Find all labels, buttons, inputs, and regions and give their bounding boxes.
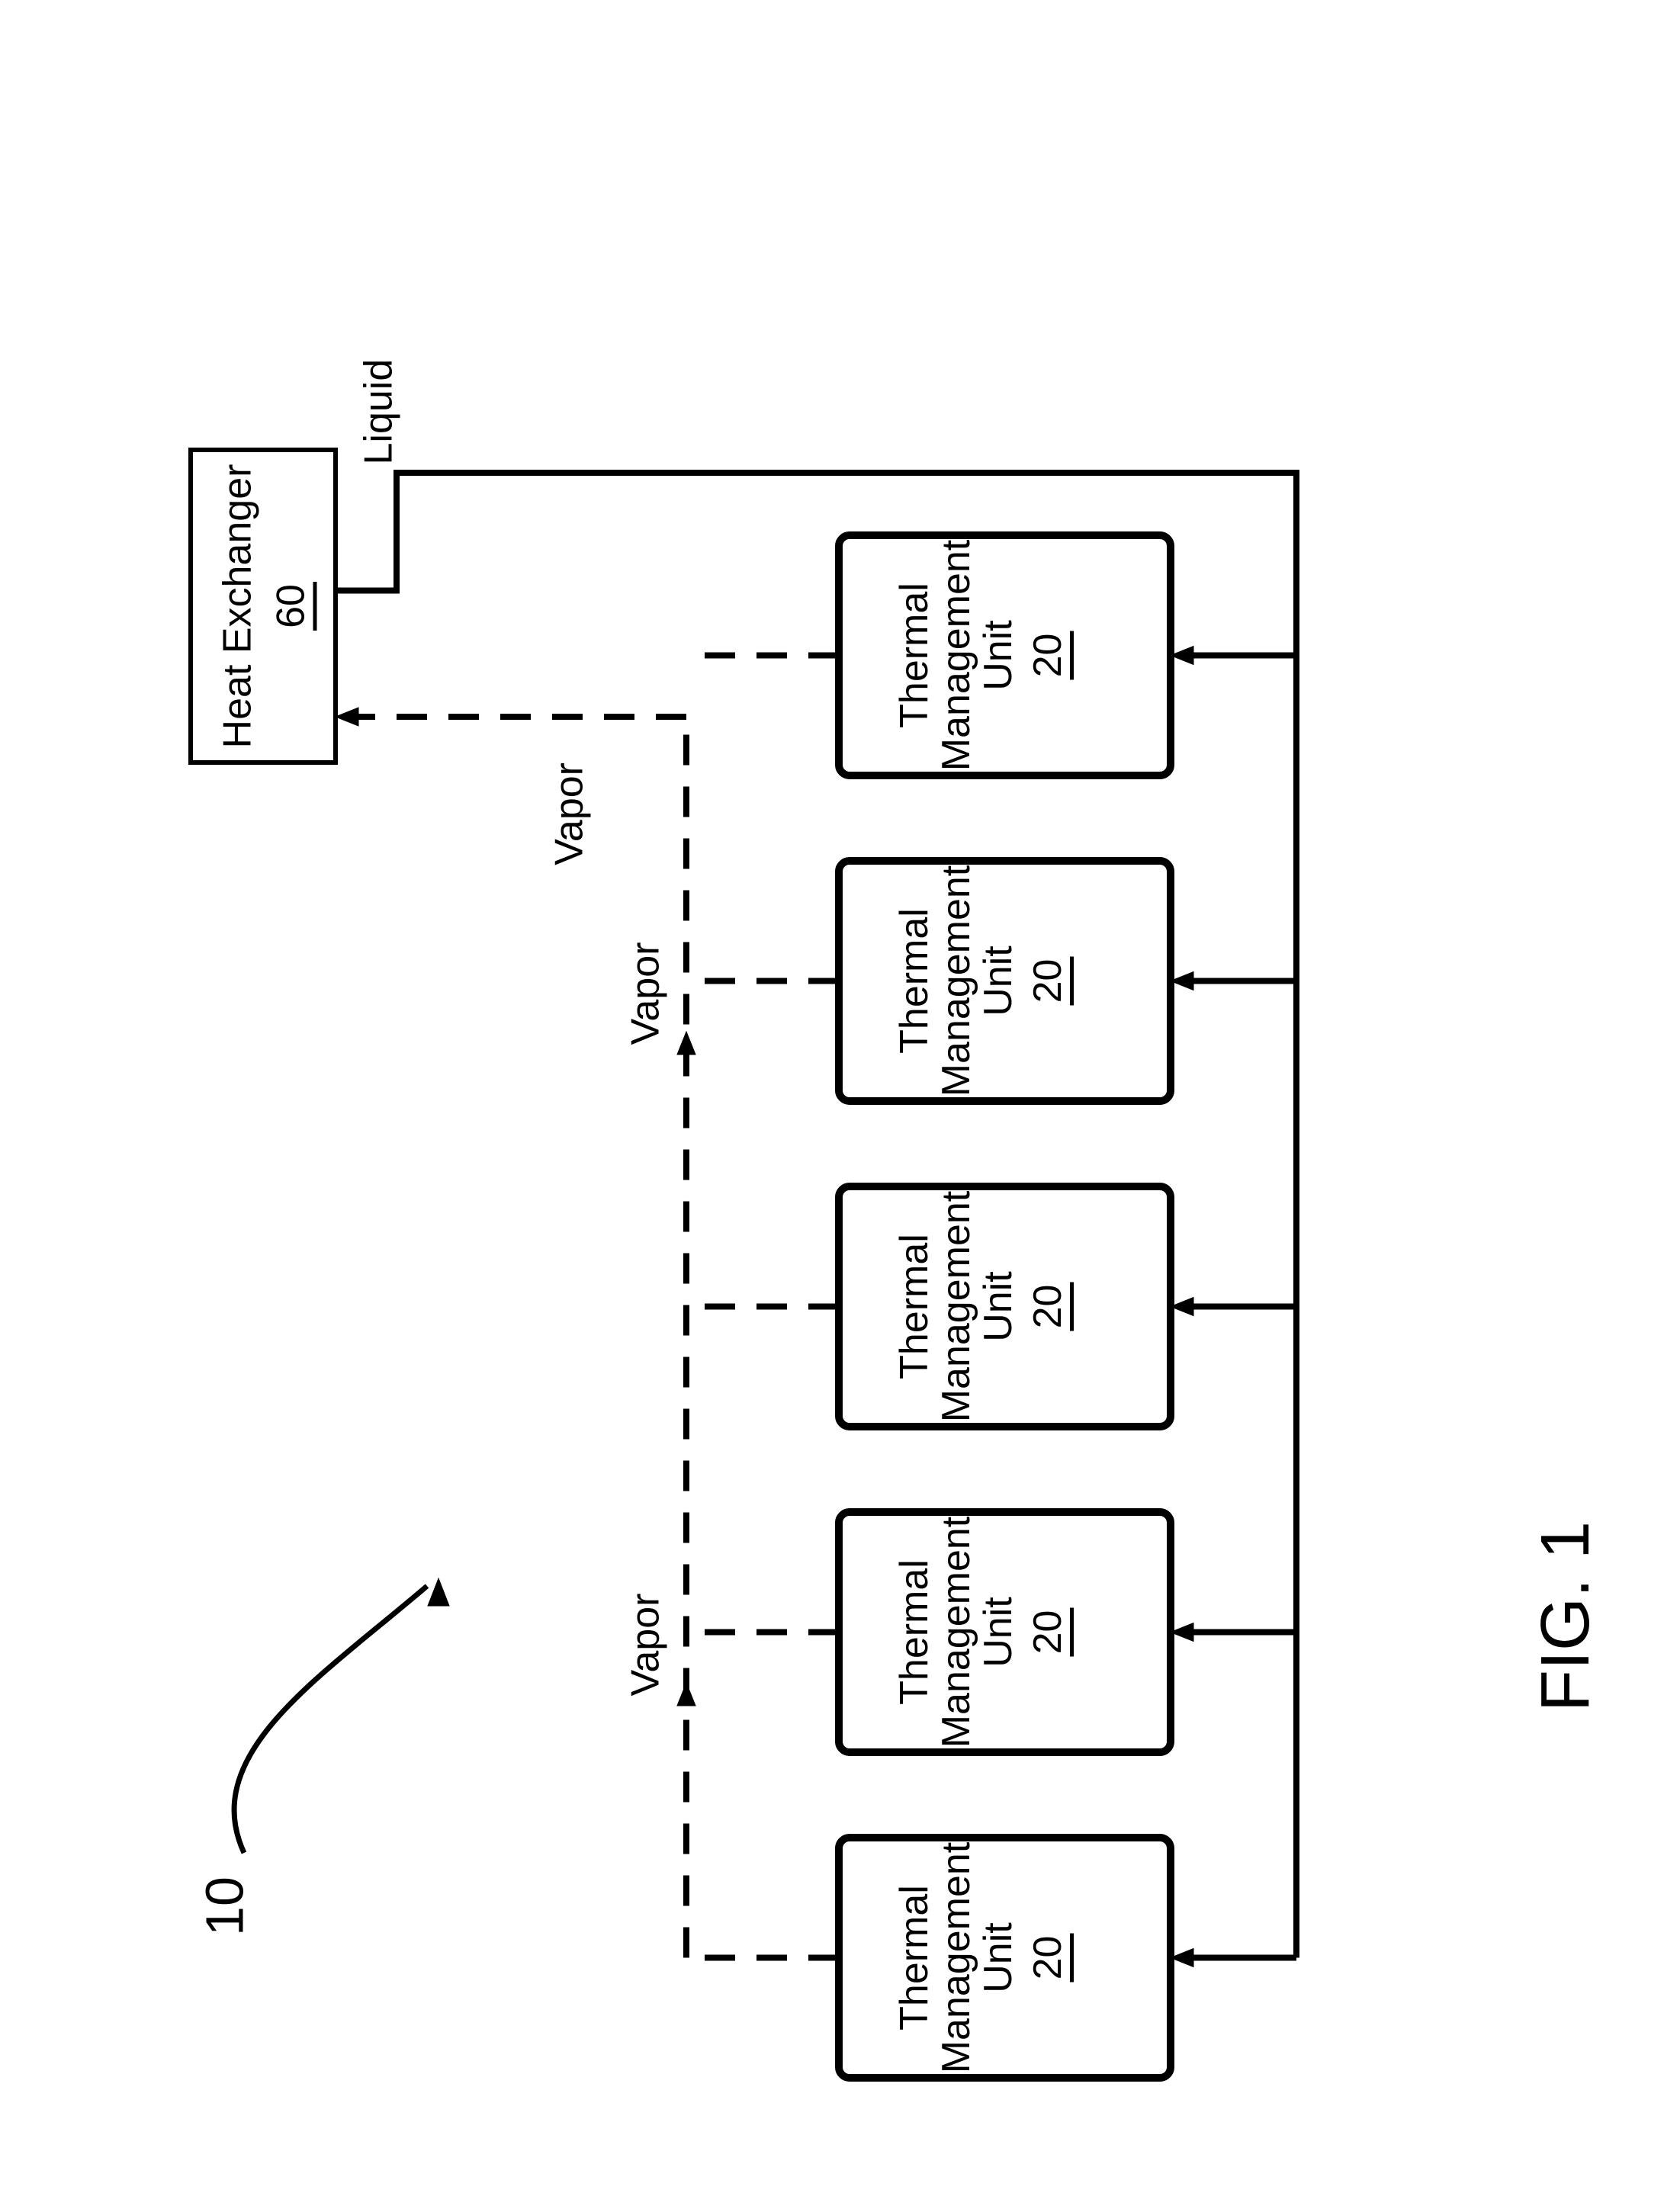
thermal-unit-3-line1: Thermal <box>892 1234 936 1379</box>
thermal-unit-1-ref: 20 <box>1026 1936 1070 1980</box>
thermal-unit-1-line1: Thermal <box>892 1885 936 2031</box>
thermal-unit-4-line2: Management <box>934 865 978 1096</box>
thermal-unit-4-ref: 20 <box>1026 959 1070 1003</box>
figure-1-diagram: Heat Exchanger60ThermalManagementUnit20T… <box>0 0 1680 2196</box>
heat-exchanger-ref: 60 <box>269 584 313 628</box>
figure-label: FIG. 1 <box>1527 1521 1604 1712</box>
vapor-label-3: Vapor <box>548 762 592 865</box>
liquid-label: Liquid <box>357 359 401 465</box>
thermal-unit-5-line3: Unit <box>976 620 1020 691</box>
thermal-unit-2-line1: Thermal <box>892 1559 936 1705</box>
thermal-unit-2-ref: 20 <box>1026 1610 1070 1655</box>
thermal-unit-5-line1: Thermal <box>892 583 936 728</box>
thermal-unit-4-line3: Unit <box>976 946 1020 1016</box>
vapor-label-2: Vapor <box>624 942 668 1045</box>
thermal-unit-5-ref: 20 <box>1026 634 1070 678</box>
thermal-unit-1-line2: Management <box>934 1841 978 2073</box>
heat-exchanger-title: Heat Exchanger <box>216 464 260 749</box>
thermal-unit-1-line3: Unit <box>976 1922 1020 1993</box>
system-ref-number: 10 <box>194 1877 254 1936</box>
thermal-unit-3-ref: 20 <box>1026 1285 1070 1329</box>
thermal-unit-4-line1: Thermal <box>892 908 936 1054</box>
thermal-unit-5-line2: Management <box>934 539 978 771</box>
thermal-unit-2-line2: Management <box>934 1516 978 1748</box>
thermal-unit-3-line3: Unit <box>976 1271 1020 1342</box>
thermal-unit-3-line2: Management <box>934 1190 978 1422</box>
thermal-unit-2-line3: Unit <box>976 1597 1020 1668</box>
vapor-label-1: Vapor <box>624 1594 668 1697</box>
system-ref-pointer <box>234 1586 427 1853</box>
